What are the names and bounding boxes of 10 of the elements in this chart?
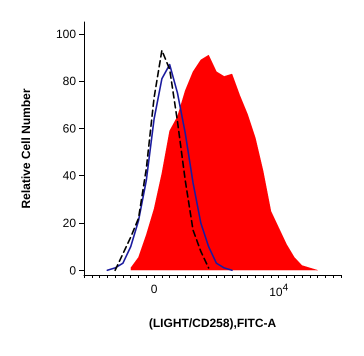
line-series <box>114 50 210 272</box>
y-tick-label: 0 <box>69 263 76 278</box>
y-axis-title: Relative Cell Number <box>19 88 33 209</box>
y-tick-label: 60 <box>62 121 76 136</box>
y-tick-label: 40 <box>62 168 76 183</box>
y-tick-label: 20 <box>62 216 76 230</box>
x-axis-title: (LIGHT/CD258),FITC-A <box>148 316 276 330</box>
y-tick-label: 80 <box>62 74 76 88</box>
y-tick-label: 100 <box>56 26 76 41</box>
line-series <box>106 64 233 272</box>
